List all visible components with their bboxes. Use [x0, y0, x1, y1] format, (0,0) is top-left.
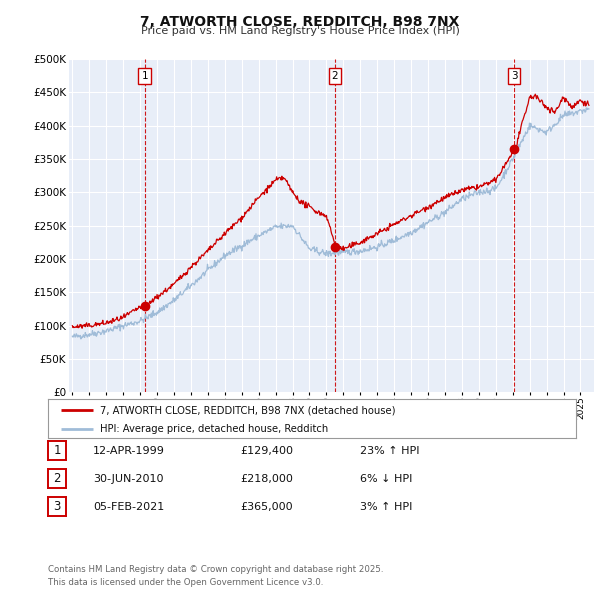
Text: 2: 2	[53, 472, 61, 485]
Text: 7, ATWORTH CLOSE, REDDITCH, B98 7NX (detached house): 7, ATWORTH CLOSE, REDDITCH, B98 7NX (det…	[100, 405, 395, 415]
Text: 23% ↑ HPI: 23% ↑ HPI	[360, 446, 419, 455]
Text: 1: 1	[142, 71, 148, 81]
Text: £365,000: £365,000	[240, 503, 293, 512]
Text: 05-FEB-2021: 05-FEB-2021	[93, 503, 164, 512]
Text: 3% ↑ HPI: 3% ↑ HPI	[360, 503, 412, 512]
Text: 3: 3	[511, 71, 518, 81]
Text: 3: 3	[53, 500, 61, 513]
Text: HPI: Average price, detached house, Redditch: HPI: Average price, detached house, Redd…	[100, 424, 328, 434]
Text: £218,000: £218,000	[240, 474, 293, 484]
Text: Price paid vs. HM Land Registry's House Price Index (HPI): Price paid vs. HM Land Registry's House …	[140, 26, 460, 36]
Text: Contains HM Land Registry data © Crown copyright and database right 2025.
This d: Contains HM Land Registry data © Crown c…	[48, 565, 383, 587]
Text: 30-JUN-2010: 30-JUN-2010	[93, 474, 163, 484]
Text: 12-APR-1999: 12-APR-1999	[93, 446, 165, 455]
Text: 6% ↓ HPI: 6% ↓ HPI	[360, 474, 412, 484]
Text: 2: 2	[332, 71, 338, 81]
Text: 1: 1	[53, 444, 61, 457]
Text: 7, ATWORTH CLOSE, REDDITCH, B98 7NX: 7, ATWORTH CLOSE, REDDITCH, B98 7NX	[140, 15, 460, 29]
Text: £129,400: £129,400	[240, 446, 293, 455]
